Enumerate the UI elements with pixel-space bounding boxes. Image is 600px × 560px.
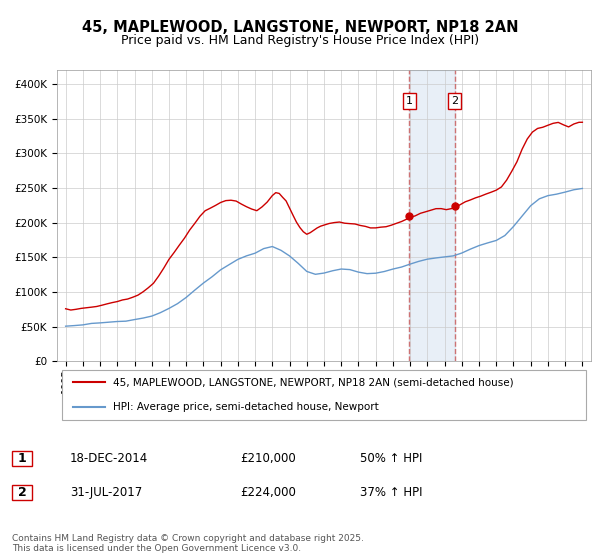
Text: 2: 2 [17, 486, 26, 499]
FancyBboxPatch shape [62, 370, 586, 420]
Text: £224,000: £224,000 [240, 486, 296, 499]
Text: 1: 1 [406, 96, 413, 106]
Bar [409, 70, 455, 361]
Text: 1: 1 [17, 452, 26, 465]
Text: 37% ↑ HPI: 37% ↑ HPI [360, 486, 422, 499]
Text: £210,000: £210,000 [240, 452, 296, 465]
Bar [12, 451, 32, 466]
Text: 45, MAPLEWOOD, LANGSTONE, NEWPORT, NP18 2AN: 45, MAPLEWOOD, LANGSTONE, NEWPORT, NP18 … [82, 20, 518, 35]
Text: Price paid vs. HM Land Registry's House Price Index (HPI): Price paid vs. HM Land Registry's House … [121, 34, 479, 46]
Text: 50% ↑ HPI: 50% ↑ HPI [360, 452, 422, 465]
Text: 31-JUL-2017: 31-JUL-2017 [70, 486, 142, 499]
Text: 45, MAPLEWOOD, LANGSTONE, NEWPORT, NP18 2AN (semi-detached house): 45, MAPLEWOOD, LANGSTONE, NEWPORT, NP18 … [113, 377, 514, 388]
Text: 18-DEC-2014: 18-DEC-2014 [70, 452, 148, 465]
Text: HPI: Average price, semi-detached house, Newport: HPI: Average price, semi-detached house,… [113, 402, 379, 412]
Text: 2: 2 [451, 96, 458, 106]
Text: Contains HM Land Registry data © Crown copyright and database right 2025.
This d: Contains HM Land Registry data © Crown c… [12, 534, 364, 553]
Bar [12, 485, 32, 500]
